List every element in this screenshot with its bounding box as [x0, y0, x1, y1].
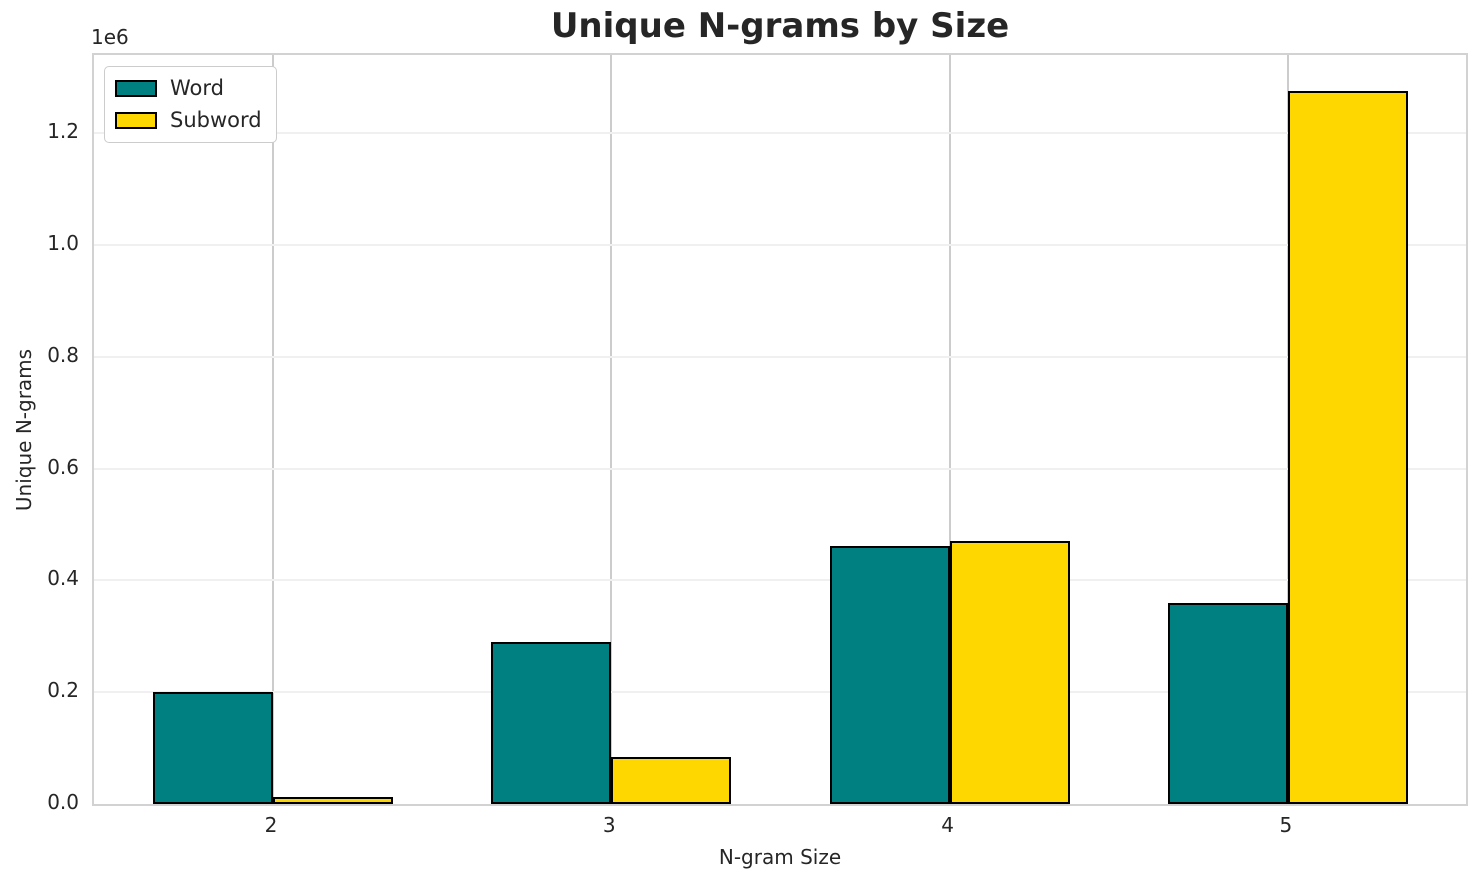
horizontal-gridline — [94, 355, 1466, 358]
bar-word-5 — [1167, 602, 1288, 804]
bar-subword-3 — [611, 757, 732, 804]
bar-word-2 — [153, 692, 273, 804]
y-tick-label: 1.2 — [47, 119, 79, 144]
horizontal-gridline — [94, 132, 1466, 135]
plot-area: Word Subword — [92, 53, 1468, 806]
y-tick-label: 0.2 — [47, 678, 79, 703]
bar-subword-5 — [1287, 91, 1408, 804]
horizontal-gridline — [94, 691, 1466, 694]
x-tick-label: 2 — [264, 813, 278, 837]
y-tick-label: 0.0 — [47, 790, 79, 814]
vertical-gridline — [948, 55, 951, 804]
vertical-gridline — [272, 55, 274, 804]
legend-label: Subword — [170, 108, 262, 132]
horizontal-gridline — [94, 579, 1466, 582]
x-tick-label: 3 — [602, 813, 616, 837]
y-axis-label: Unique N-grams — [12, 348, 36, 512]
y-tick-label: 0.8 — [47, 342, 79, 367]
horizontal-gridline — [94, 244, 1466, 247]
y-axis-offset-label: 1e6 — [91, 25, 129, 49]
bar-subword-4 — [949, 541, 1070, 804]
bar-word-4 — [829, 545, 950, 804]
chart-title: Unique N-grams by Size — [550, 6, 1010, 46]
x-tick-label: 5 — [1279, 813, 1293, 837]
x-axis-label: N-gram Size — [718, 845, 842, 869]
y-tick-label: 1.0 — [47, 231, 79, 256]
x-tick-label: 4 — [941, 813, 954, 837]
bar-word-3 — [491, 641, 612, 804]
bar-subword-2 — [273, 797, 393, 804]
horizontal-gridline — [94, 467, 1466, 470]
y-tick-label: 0.4 — [47, 566, 79, 591]
legend-entry-subword: Subword — [115, 108, 262, 133]
vertical-gridline — [610, 55, 613, 804]
legend: Word Subword — [104, 66, 277, 143]
y-tick-label: 0.6 — [47, 454, 79, 479]
legend-swatch-subword — [115, 112, 157, 129]
legend-swatch-word — [115, 80, 157, 97]
legend-entry-word: Word — [115, 76, 262, 101]
legend-label: Word — [170, 76, 224, 100]
